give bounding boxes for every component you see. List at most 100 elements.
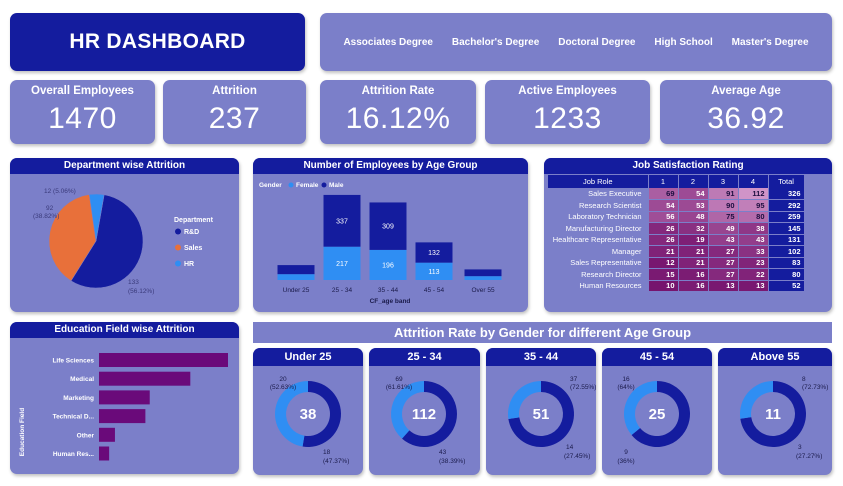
department-pie-chart: 133 (56.12%) 92(38.82%) 12 (5.06%) Departmen… bbox=[33, 188, 214, 295]
donut-female-label: 3 bbox=[798, 444, 802, 451]
hbar-bar bbox=[99, 427, 115, 442]
job-role-cell: Manufacturing Director bbox=[548, 222, 649, 235]
bar-female bbox=[323, 246, 361, 280]
bar-male bbox=[323, 194, 361, 247]
table-column-header[interactable]: 1 bbox=[648, 175, 679, 188]
age-group-title: Number of Employees by Age Group bbox=[253, 158, 528, 174]
donut-female-pct: (27.45%) bbox=[564, 453, 590, 460]
bar-label-female: 196 bbox=[382, 262, 394, 269]
donut-male-pct: (52.63%) bbox=[270, 384, 296, 391]
pie-legend-marker bbox=[175, 244, 181, 251]
job-role-cell: Research Director bbox=[548, 268, 649, 281]
kpi-label: Average Age bbox=[711, 85, 781, 97]
job-satisfaction-card: Job Satisfaction Rating Job Role 1 2 3 4 Tota… bbox=[544, 158, 832, 312]
hbar-category-label: Human Res... bbox=[53, 451, 94, 458]
donut-male-label: 37 bbox=[570, 376, 578, 383]
table-row: Manager 21 21 27 33 102 bbox=[548, 245, 805, 258]
rating-cell: 54 bbox=[648, 199, 679, 212]
donut-male-pct: (61.61%) bbox=[386, 384, 412, 391]
donut-female-label: 9 bbox=[624, 449, 628, 456]
donut-chart: 11 8(72.73%) 3 (27.27%) bbox=[740, 376, 828, 460]
donut-card-title: Above 55 bbox=[718, 348, 832, 366]
donut-card-title: Under 25 bbox=[253, 348, 363, 366]
bar-female bbox=[369, 249, 407, 280]
bar-female bbox=[277, 274, 315, 280]
bar-legend-female: Female bbox=[296, 182, 319, 189]
education-field-card: Education Field wise Attrition Education… bbox=[10, 322, 239, 474]
hbar-y-axis-title: Education Field bbox=[19, 408, 26, 456]
donut-chart: 25 16(64%) 9 (36%) bbox=[617, 376, 690, 465]
donut-slice-female bbox=[740, 381, 773, 419]
donut-female-label: 18 bbox=[323, 449, 331, 456]
donut-chart: 38 20(52.63%) 18 (47.37%) bbox=[270, 376, 350, 465]
total-cell: 292 bbox=[768, 199, 805, 212]
job-satisfaction-table-wrap: Job Role 1 2 3 4 Total Sales Executive 69 54 91 11… bbox=[548, 175, 805, 292]
table-column-header[interactable]: 4 bbox=[738, 175, 769, 188]
rating-cell: 21 bbox=[648, 245, 679, 258]
donut-slice-female bbox=[274, 381, 308, 447]
pie-label-rd-pct: (56.12%) bbox=[128, 288, 154, 295]
rating-cell: 95 bbox=[738, 199, 769, 212]
filter-doctoral-degree[interactable]: Doctoral Degree bbox=[558, 36, 636, 48]
kpi-label: Attrition Rate bbox=[361, 85, 435, 97]
bar-legend-male: Male bbox=[329, 182, 344, 189]
donut-male-pct: (72.73%) bbox=[802, 384, 828, 391]
bar-legend-female-marker bbox=[288, 182, 294, 188]
bar-category-label: 35 - 44 bbox=[378, 287, 399, 294]
table-row: Healthcare Representative 26 19 43 43 131 bbox=[548, 234, 805, 246]
donut-slice-female bbox=[391, 381, 424, 439]
rating-cell: 13 bbox=[708, 280, 739, 292]
table-row: Laboratory Technician 56 48 75 80 259 bbox=[548, 211, 805, 223]
donut-male-pct: (72.55%) bbox=[570, 384, 596, 391]
rating-cell: 26 bbox=[648, 222, 679, 235]
donut-male-label: 8 bbox=[802, 376, 806, 383]
table-column-header[interactable]: 2 bbox=[678, 175, 709, 188]
rating-cell: 43 bbox=[708, 234, 739, 246]
rating-cell: 90 bbox=[708, 199, 739, 212]
hbar-category-label: Life Sciences bbox=[52, 358, 94, 365]
donut-section-title: Attrition Rate by Gender for different A… bbox=[253, 322, 832, 343]
job-role-cell: Sales Representative bbox=[548, 257, 649, 269]
donut-slice-male bbox=[740, 381, 806, 447]
rating-cell: 27 bbox=[708, 245, 739, 258]
donut-center-value: 51 bbox=[533, 406, 550, 423]
kpi-value: 36.92 bbox=[707, 102, 785, 135]
rating-cell: 22 bbox=[738, 268, 769, 281]
table-header-row: Job Role 1 2 3 4 Total bbox=[548, 175, 805, 188]
donut-center-value: 11 bbox=[765, 406, 781, 423]
total-cell: 259 bbox=[768, 211, 805, 223]
donut-card-above-55: Above 55 11 8 (72.73%) 3 (27.27%) bbox=[718, 348, 832, 475]
job-role-cell: Healthcare Representative bbox=[548, 234, 649, 246]
rating-cell: 21 bbox=[678, 245, 709, 258]
hbar-bar bbox=[99, 446, 110, 461]
dashboard-title: HR DASHBOARD bbox=[10, 13, 305, 71]
rating-cell: 21 bbox=[678, 257, 709, 269]
donut-slice-female bbox=[508, 381, 541, 420]
table-column-header[interactable]: Job Role bbox=[548, 175, 649, 188]
donut-card-35-44: 35 - 44 51 37 (72.55%) 14 (27.45%) bbox=[486, 348, 596, 475]
pie-label-sales-pct: (38.82%) bbox=[33, 213, 59, 220]
bar-legend-male-marker bbox=[321, 182, 327, 188]
table-column-header[interactable]: Total bbox=[768, 175, 805, 188]
table-column-header[interactable]: 3 bbox=[708, 175, 739, 188]
filter-masters-degree[interactable]: Master's Degree bbox=[731, 36, 809, 48]
filter-bachelors-degree[interactable]: Bachelor's Degree bbox=[451, 36, 540, 48]
kpi-value: 16.12% bbox=[345, 102, 451, 135]
kpi-attrition-rate: Attrition Rate 16.12% bbox=[320, 80, 476, 144]
donut-slice-female bbox=[624, 381, 657, 436]
pie-legend-label: HR bbox=[184, 261, 194, 268]
donut-female-pct: (27.27%) bbox=[796, 453, 822, 460]
total-cell: 83 bbox=[768, 257, 805, 269]
education-filter: Associates Degree Bachelor's Degree Doct… bbox=[320, 13, 832, 71]
donut-male-pct: (64%) bbox=[617, 384, 634, 391]
donut-card-25-34: 25 - 34 112 69 (61.61%) 43 (38.39%) bbox=[369, 348, 480, 475]
filter-high-school[interactable]: High School bbox=[654, 36, 713, 48]
table-row: Research Director 15 16 27 22 80 bbox=[548, 268, 805, 281]
hbar-category-label: Medical bbox=[70, 376, 94, 383]
rating-cell: 23 bbox=[738, 257, 769, 269]
bar-female bbox=[464, 276, 502, 280]
rating-cell: 54 bbox=[678, 188, 709, 200]
age-group-bar-chart: Gender Female Male Under 25 217 337 25 - 34 196… bbox=[259, 182, 502, 305]
filter-associates-degree[interactable]: Associates Degree bbox=[343, 36, 433, 48]
